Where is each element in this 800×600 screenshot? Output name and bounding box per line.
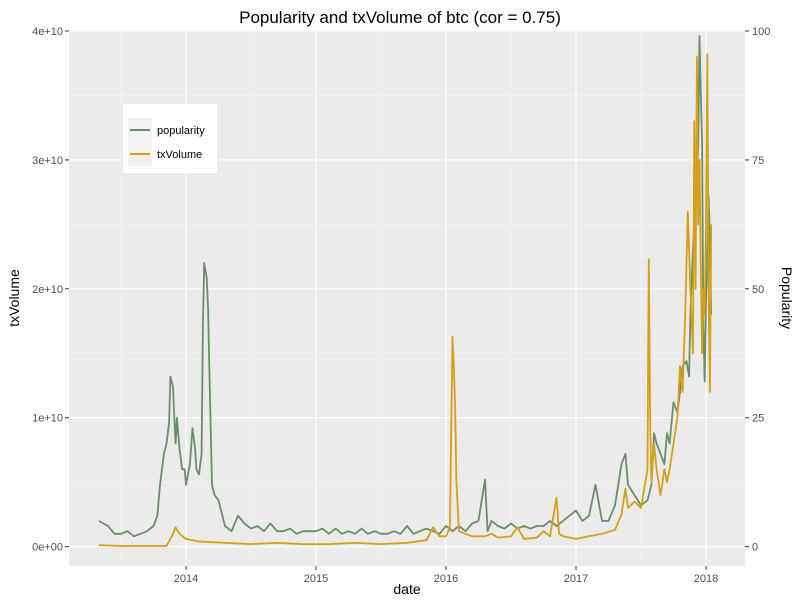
grid-minor <box>69 31 745 566</box>
y-axis-left-title: txVolume <box>6 269 22 327</box>
y-left-tick-label-4e+10: 4e+10 <box>32 26 63 38</box>
y-left-tick-label-1e+10: 1e+10 <box>32 413 63 425</box>
y-axis-right-title: Popularity <box>779 267 795 329</box>
chart-title: Popularity and txVolume of btc (cor = 0.… <box>239 8 561 27</box>
y-left-tick-label-0e+00: 0e+00 <box>32 542 63 554</box>
legend-label-txvolume: txVolume <box>157 149 202 161</box>
x-tick-label-2015: 2015 <box>304 573 328 585</box>
y-axis-right: 0 25 50 75 100 <box>745 26 770 554</box>
y-right-tick-label-50: 50 <box>752 284 764 296</box>
y-right-tick-label-100: 100 <box>752 26 770 38</box>
series-line-txvolume <box>98 53 713 547</box>
series-line-popularity <box>98 35 713 538</box>
x-axis-title: date <box>393 581 420 597</box>
series-lines <box>98 35 713 547</box>
y-left-tick-label-3e+10: 3e+10 <box>32 155 63 167</box>
legend-label-popularity: popularity <box>157 125 205 137</box>
y-right-tick-label-75: 75 <box>752 155 764 167</box>
x-tick-label-2014: 2014 <box>174 573 198 585</box>
y-axis-left: 0e+00 1e+10 2e+10 3e+10 4e+10 <box>32 26 69 554</box>
y-right-tick-label-0: 0 <box>752 542 758 554</box>
x-tick-label-2016: 2016 <box>434 573 458 585</box>
y-left-tick-label-2e+10: 2e+10 <box>32 284 63 296</box>
x-axis: 2014 2015 2016 2017 2018 <box>174 566 718 585</box>
x-tick-label-2017: 2017 <box>564 573 588 585</box>
y-right-tick-label-25: 25 <box>752 413 764 425</box>
x-tick-label-2018: 2018 <box>694 573 718 585</box>
legend: popularity txVolume <box>123 104 217 173</box>
